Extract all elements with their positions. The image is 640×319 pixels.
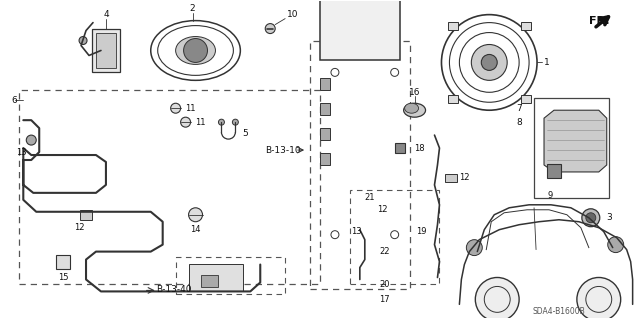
Bar bbox=[80, 210, 92, 220]
Text: 18: 18 bbox=[414, 144, 425, 152]
Bar bbox=[189, 263, 243, 292]
Text: 11: 11 bbox=[195, 118, 206, 127]
Ellipse shape bbox=[404, 103, 426, 117]
Circle shape bbox=[586, 213, 596, 223]
Circle shape bbox=[26, 135, 36, 145]
Text: 12: 12 bbox=[378, 205, 388, 214]
Text: 12: 12 bbox=[459, 174, 470, 182]
Circle shape bbox=[180, 117, 191, 127]
Text: 3: 3 bbox=[607, 213, 612, 222]
Bar bbox=[320, 153, 330, 165]
Text: 1: 1 bbox=[544, 58, 550, 67]
Text: 12: 12 bbox=[74, 223, 84, 232]
Circle shape bbox=[265, 24, 275, 33]
Bar bbox=[350, 190, 440, 285]
Text: 22: 22 bbox=[380, 247, 390, 256]
Bar bbox=[200, 276, 218, 287]
Text: 20: 20 bbox=[380, 280, 390, 289]
Bar bbox=[447, 95, 458, 103]
Bar bbox=[175, 256, 285, 294]
Text: 13: 13 bbox=[16, 147, 27, 157]
Circle shape bbox=[232, 119, 238, 125]
Text: 9: 9 bbox=[547, 191, 552, 200]
Bar bbox=[521, 22, 531, 30]
Bar bbox=[92, 29, 120, 72]
Text: 4: 4 bbox=[103, 10, 109, 19]
Text: 7: 7 bbox=[516, 104, 522, 113]
Text: 15: 15 bbox=[58, 273, 68, 282]
Circle shape bbox=[582, 209, 600, 227]
Circle shape bbox=[608, 237, 623, 253]
Text: 8: 8 bbox=[516, 118, 522, 127]
Text: 6: 6 bbox=[12, 96, 17, 105]
Text: B-13-40: B-13-40 bbox=[156, 285, 191, 294]
Circle shape bbox=[471, 45, 507, 80]
Bar bbox=[19, 90, 320, 285]
Text: 19: 19 bbox=[416, 227, 427, 236]
Bar bbox=[445, 174, 458, 182]
Text: 5: 5 bbox=[243, 129, 248, 137]
Bar bbox=[320, 103, 330, 115]
Circle shape bbox=[184, 39, 207, 63]
Circle shape bbox=[577, 278, 621, 319]
Bar bbox=[320, 0, 399, 60]
Ellipse shape bbox=[404, 103, 419, 113]
Bar bbox=[547, 164, 561, 178]
Bar bbox=[534, 98, 609, 198]
Circle shape bbox=[79, 37, 87, 45]
Text: 2: 2 bbox=[189, 4, 195, 13]
Text: B-13-10: B-13-10 bbox=[265, 145, 301, 154]
Bar bbox=[56, 255, 70, 269]
Text: FR.: FR. bbox=[589, 16, 609, 26]
Text: 13: 13 bbox=[351, 227, 362, 236]
Circle shape bbox=[171, 103, 180, 113]
Circle shape bbox=[467, 240, 483, 256]
Text: 10: 10 bbox=[287, 10, 299, 19]
Ellipse shape bbox=[175, 37, 216, 64]
Circle shape bbox=[481, 55, 497, 70]
Bar bbox=[320, 78, 330, 90]
Bar bbox=[310, 41, 410, 289]
Circle shape bbox=[189, 208, 202, 222]
Polygon shape bbox=[544, 110, 607, 172]
Text: 21: 21 bbox=[365, 193, 375, 202]
Text: 14: 14 bbox=[190, 225, 201, 234]
Bar bbox=[395, 143, 404, 153]
Circle shape bbox=[218, 119, 225, 125]
Text: SDA4-B1600B: SDA4-B1600B bbox=[532, 307, 586, 316]
Bar bbox=[320, 128, 330, 140]
Bar bbox=[521, 95, 531, 103]
Text: 11: 11 bbox=[186, 104, 196, 113]
Bar bbox=[96, 33, 116, 68]
Text: 17: 17 bbox=[380, 295, 390, 304]
Circle shape bbox=[476, 278, 519, 319]
Bar bbox=[447, 22, 458, 30]
Text: 16: 16 bbox=[409, 88, 420, 97]
